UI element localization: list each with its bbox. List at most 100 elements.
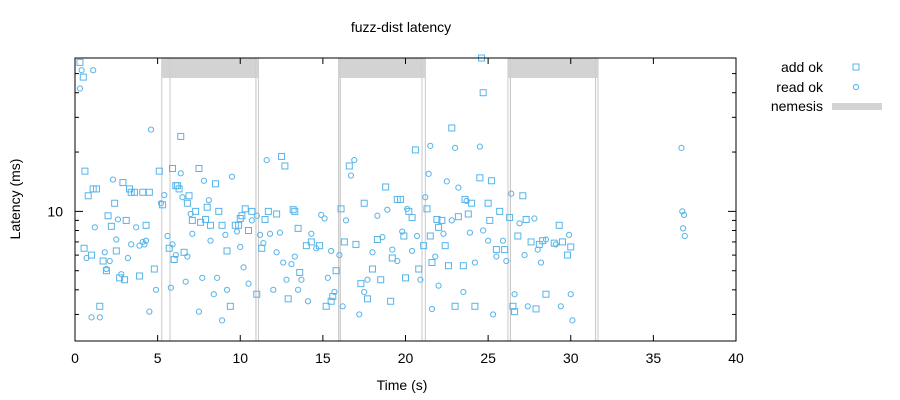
add-ok-point — [211, 180, 219, 188]
add-ok-point — [441, 242, 449, 250]
add-ok-point — [104, 212, 112, 220]
read-ok-point — [141, 241, 148, 248]
read-ok-point — [321, 215, 328, 222]
legend-circle-marker — [852, 83, 860, 91]
read-ok-point — [404, 205, 411, 212]
read-ok-point — [298, 276, 305, 283]
add-ok-point — [307, 238, 315, 246]
read-ok-point — [531, 215, 538, 222]
add-ok-point — [96, 302, 104, 310]
read-ok-point — [308, 230, 315, 237]
read-ok-point — [516, 220, 523, 227]
add-ok-point — [340, 238, 348, 246]
read-ok-point — [534, 246, 541, 253]
read-ok-point — [678, 144, 685, 151]
read-ok-point — [313, 245, 320, 252]
add-ok-point — [203, 203, 211, 211]
read-ok-point — [476, 143, 483, 150]
add-ok-point — [451, 302, 459, 310]
add-ok-point — [527, 238, 535, 246]
read-ok-point — [463, 197, 470, 205]
read-ok-point — [524, 303, 531, 310]
read-ok-point — [167, 284, 174, 291]
add-ok-point — [454, 213, 462, 221]
add-ok-point — [81, 167, 89, 175]
read-ok-point — [266, 230, 274, 237]
add-ok-point — [296, 268, 304, 276]
add-ok-point — [438, 216, 446, 224]
add-ok-point — [235, 221, 243, 229]
add-ok-point — [245, 226, 253, 234]
add-ok-point — [444, 262, 452, 270]
add-ok-point — [261, 215, 269, 223]
plot-frame — [74, 57, 737, 342]
nemesis-interval — [339, 57, 423, 342]
add-ok-point — [278, 152, 286, 160]
add-ok-point — [264, 207, 272, 215]
read-ok-point — [228, 173, 236, 180]
add-ok-point — [486, 216, 494, 224]
add-ok-point — [248, 207, 256, 215]
add-ok-point — [112, 247, 120, 255]
read-ok-point — [351, 157, 358, 164]
add-ok-point — [567, 243, 575, 251]
read-ok-point — [177, 170, 184, 177]
read-ok-point — [152, 286, 160, 293]
read-ok-point — [369, 249, 376, 256]
read-ok-point — [432, 253, 439, 260]
add-ok-point — [175, 185, 183, 193]
nemesis-interval — [509, 57, 597, 342]
read-ok-point — [237, 243, 244, 251]
nemesis-bar — [340, 58, 423, 78]
read-ok-point — [361, 288, 368, 296]
add-ok-point — [476, 174, 484, 182]
read-ok-point — [76, 85, 84, 92]
add-ok-point — [122, 216, 130, 224]
add-ok-point — [88, 251, 96, 259]
read-ok-point — [413, 232, 421, 240]
read-ok-point — [248, 217, 255, 224]
read-ok-point — [133, 224, 140, 231]
read-ok-point — [425, 170, 432, 177]
add-ok-point — [281, 162, 289, 170]
add-ok-point — [492, 246, 500, 254]
read-ok-point — [471, 259, 479, 266]
add-ok-point — [273, 210, 281, 218]
add-ok-point — [111, 199, 119, 207]
read-ok-point — [288, 261, 295, 268]
read-ok-point — [210, 291, 217, 298]
add-ok-point — [487, 177, 495, 185]
read-ok-point — [304, 298, 312, 305]
read-ok-point — [339, 303, 346, 310]
add-ok-point — [253, 290, 261, 298]
chart-title: fuzz-dist latency — [351, 19, 451, 35]
legend: add ok read ok nemesis — [771, 59, 882, 114]
add-ok-point — [337, 205, 345, 213]
read-ok-point — [384, 206, 391, 213]
read-ok-point — [169, 241, 176, 248]
add-ok-point — [426, 232, 434, 240]
y-axis-label: Latency (ms) — [7, 159, 23, 240]
read-ok-point — [214, 274, 221, 281]
x-tick-label: 10 — [232, 350, 248, 366]
read-ok-point — [106, 257, 113, 265]
add-ok-point — [130, 188, 138, 196]
add-ok-point — [165, 244, 173, 252]
read-ok-point — [83, 254, 90, 262]
read-ok-point — [78, 67, 85, 74]
add-ok-point — [368, 265, 376, 273]
read-ok-point — [565, 231, 573, 238]
read-ok-point — [451, 144, 459, 151]
add-ok-point — [202, 215, 210, 223]
x-tick-label: 30 — [563, 350, 579, 366]
add-ok-point — [121, 276, 129, 284]
add-ok-point — [509, 302, 517, 310]
read-ok-point — [184, 253, 191, 260]
add-ok-point — [241, 205, 249, 213]
add-ok-point — [415, 265, 423, 273]
read-ok-point — [356, 311, 363, 318]
read-ok-point — [485, 237, 492, 244]
nemesis-bar — [255, 58, 259, 78]
read-ok-point — [199, 274, 206, 281]
